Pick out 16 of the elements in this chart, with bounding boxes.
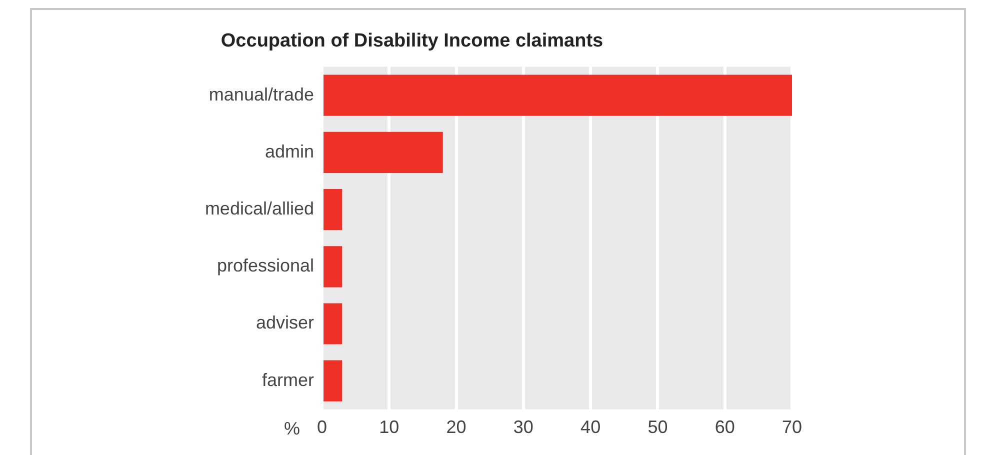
- y-tick-label: professional: [216, 256, 314, 276]
- x-tick-label: 0: [316, 417, 328, 438]
- x-tick-label: 10: [379, 417, 400, 438]
- x-tick-label: 40: [580, 417, 601, 438]
- x-tick-label: 30: [513, 417, 534, 438]
- x-tick-label: 50: [648, 417, 668, 438]
- chart-title: Occupation of Disability Income claimants: [220, 30, 604, 52]
- y-tick-label: manual/trade: [208, 84, 314, 104]
- y-tick-label: adviser: [256, 312, 314, 333]
- y-tick-label: admin: [264, 141, 314, 162]
- x-axis-title: %: [284, 418, 300, 438]
- x-tick-label: 20: [446, 417, 466, 438]
- y-tick-label: farmer: [262, 370, 314, 390]
- x-tick-label: 70: [782, 417, 802, 438]
- x-tick-label: 60: [714, 417, 735, 438]
- y-tick-label: medical/allied: [204, 198, 314, 219]
